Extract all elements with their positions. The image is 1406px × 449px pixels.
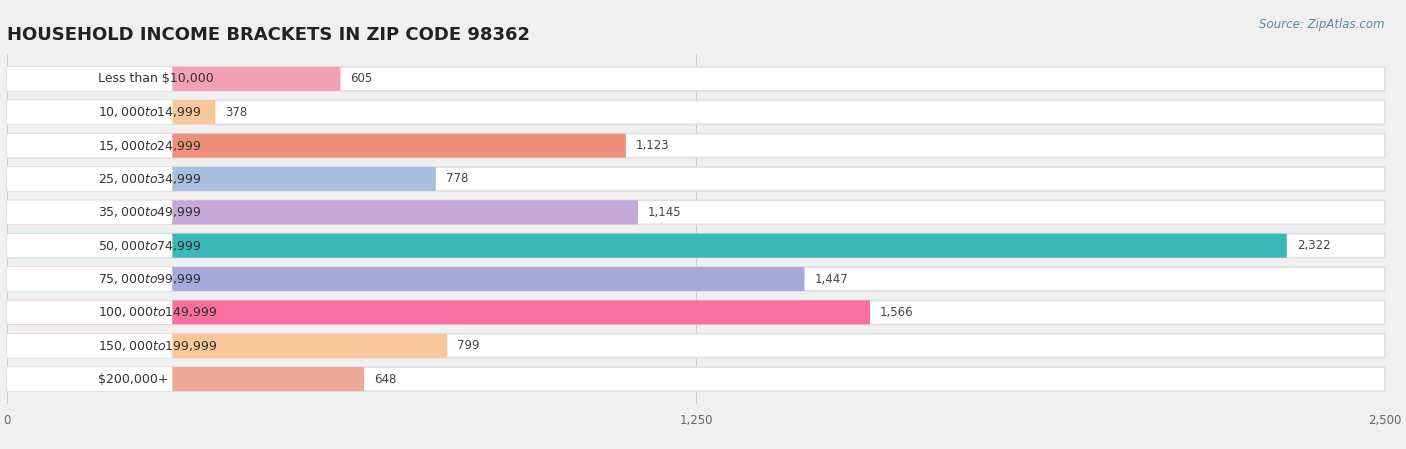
FancyBboxPatch shape bbox=[7, 67, 1385, 91]
Text: $35,000 to $49,999: $35,000 to $49,999 bbox=[98, 205, 201, 219]
FancyBboxPatch shape bbox=[7, 167, 173, 191]
Text: Source: ZipAtlas.com: Source: ZipAtlas.com bbox=[1260, 18, 1385, 31]
FancyBboxPatch shape bbox=[7, 334, 447, 358]
FancyBboxPatch shape bbox=[7, 233, 1385, 258]
FancyBboxPatch shape bbox=[7, 200, 1385, 224]
FancyBboxPatch shape bbox=[7, 267, 1385, 291]
FancyBboxPatch shape bbox=[7, 334, 173, 358]
Text: $25,000 to $34,999: $25,000 to $34,999 bbox=[98, 172, 201, 186]
FancyBboxPatch shape bbox=[7, 300, 173, 324]
Text: HOUSEHOLD INCOME BRACKETS IN ZIP CODE 98362: HOUSEHOLD INCOME BRACKETS IN ZIP CODE 98… bbox=[7, 26, 530, 44]
FancyBboxPatch shape bbox=[7, 233, 173, 258]
Text: 1,566: 1,566 bbox=[880, 306, 914, 319]
FancyBboxPatch shape bbox=[7, 267, 173, 291]
Text: 1,447: 1,447 bbox=[814, 273, 848, 286]
Text: 778: 778 bbox=[446, 172, 468, 185]
Text: $10,000 to $14,999: $10,000 to $14,999 bbox=[98, 105, 201, 119]
Text: $15,000 to $24,999: $15,000 to $24,999 bbox=[98, 139, 201, 153]
FancyBboxPatch shape bbox=[7, 233, 1286, 258]
FancyBboxPatch shape bbox=[7, 134, 1385, 158]
FancyBboxPatch shape bbox=[7, 367, 1385, 391]
FancyBboxPatch shape bbox=[7, 134, 626, 158]
Text: Less than $10,000: Less than $10,000 bbox=[98, 72, 214, 85]
Text: $150,000 to $199,999: $150,000 to $199,999 bbox=[98, 339, 218, 353]
Text: $100,000 to $149,999: $100,000 to $149,999 bbox=[98, 305, 218, 319]
Text: $75,000 to $99,999: $75,000 to $99,999 bbox=[98, 272, 201, 286]
Text: 1,123: 1,123 bbox=[636, 139, 669, 152]
Text: 799: 799 bbox=[457, 339, 479, 352]
FancyBboxPatch shape bbox=[7, 200, 173, 224]
FancyBboxPatch shape bbox=[7, 167, 1385, 191]
FancyBboxPatch shape bbox=[7, 300, 870, 324]
Text: 648: 648 bbox=[374, 373, 396, 386]
Text: 1,145: 1,145 bbox=[648, 206, 682, 219]
Text: 378: 378 bbox=[225, 106, 247, 119]
FancyBboxPatch shape bbox=[7, 67, 173, 91]
Text: 2,322: 2,322 bbox=[1296, 239, 1330, 252]
FancyBboxPatch shape bbox=[7, 367, 173, 391]
Text: 605: 605 bbox=[350, 72, 373, 85]
Text: $50,000 to $74,999: $50,000 to $74,999 bbox=[98, 239, 201, 253]
FancyBboxPatch shape bbox=[7, 67, 340, 91]
FancyBboxPatch shape bbox=[7, 334, 1385, 358]
FancyBboxPatch shape bbox=[7, 267, 804, 291]
FancyBboxPatch shape bbox=[7, 200, 638, 224]
FancyBboxPatch shape bbox=[7, 367, 364, 391]
FancyBboxPatch shape bbox=[7, 300, 1385, 324]
FancyBboxPatch shape bbox=[7, 167, 436, 191]
FancyBboxPatch shape bbox=[7, 134, 173, 158]
FancyBboxPatch shape bbox=[7, 100, 1385, 124]
FancyBboxPatch shape bbox=[7, 100, 173, 124]
FancyBboxPatch shape bbox=[7, 100, 215, 124]
Text: $200,000+: $200,000+ bbox=[98, 373, 169, 386]
